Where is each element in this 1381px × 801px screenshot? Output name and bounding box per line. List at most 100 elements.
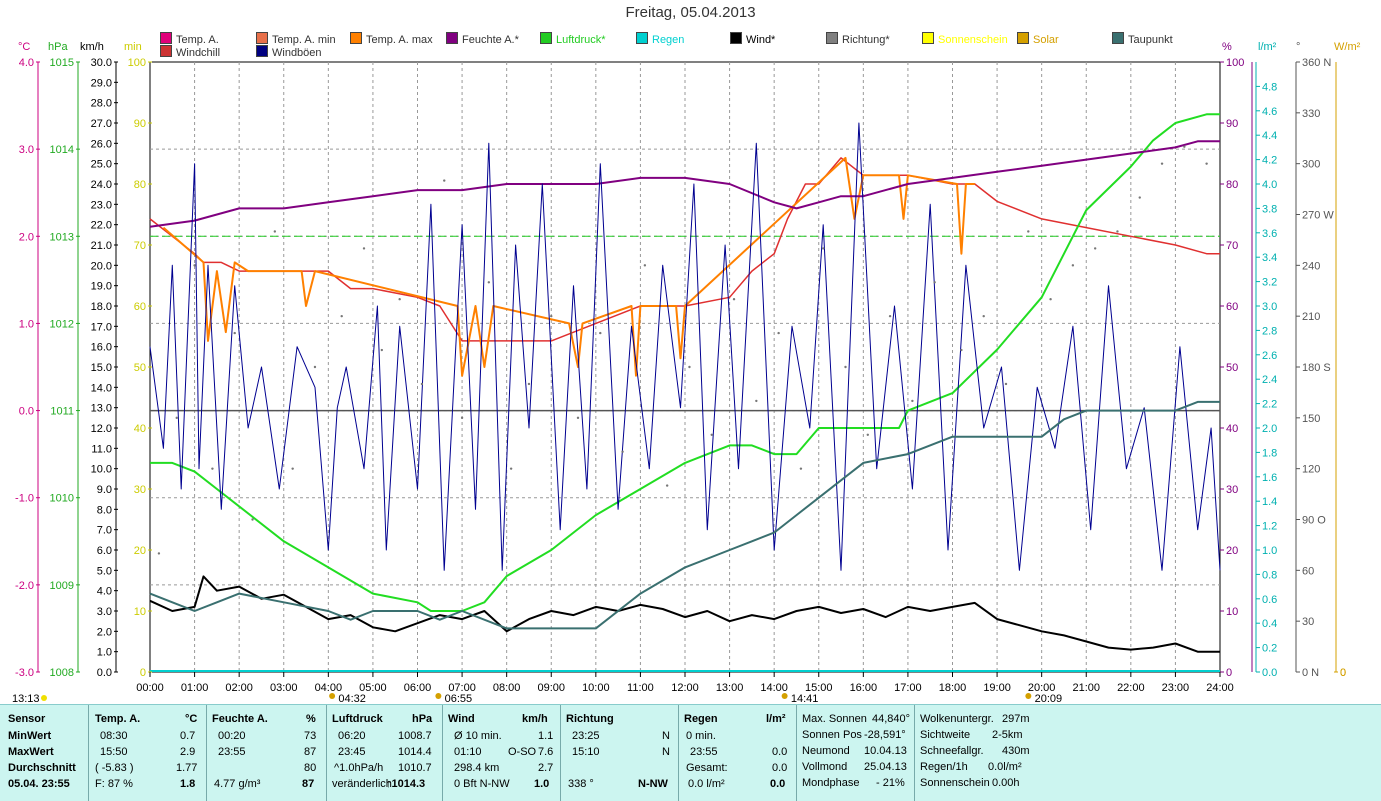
solar-tick-label: 0 xyxy=(1340,667,1346,679)
luftdruck-series xyxy=(150,113,1220,612)
time-tick-label: 15:00 xyxy=(805,682,833,694)
time-tick-label: 18:00 xyxy=(939,682,967,694)
temp-tick-label: 3.0 xyxy=(19,144,34,156)
time-tick-label: 02:00 xyxy=(225,682,253,694)
rain-unit-label: l/m² xyxy=(1258,41,1277,53)
sunshine-min-tick-label: 50 xyxy=(134,362,146,374)
direction-point xyxy=(420,382,424,386)
stats-wind-max-extra: O-SO xyxy=(508,746,537,758)
direction-point xyxy=(460,416,464,420)
time-tick-label: 09:00 xyxy=(537,682,565,694)
legend-item: Regen xyxy=(636,32,684,46)
rain-tick-label: 4.4 xyxy=(1262,130,1277,142)
rain-tick-label: 0.4 xyxy=(1262,618,1277,630)
direction-point xyxy=(157,552,161,555)
stats-dir-min-time: 23:25 xyxy=(572,730,600,742)
pressure-tick-label: 1010 xyxy=(50,493,74,505)
stats-wind-unit: km/h xyxy=(522,713,548,725)
legend-label: Temp. A. min xyxy=(272,34,336,46)
moon-marker: 14:41 xyxy=(791,693,819,704)
wind-tick-label: 4.0 xyxy=(97,586,112,598)
legend-swatch xyxy=(160,32,172,44)
stats-dir-now-value: N-NW xyxy=(638,778,668,790)
stats-temp-avg-extra: ( -5.83 ) xyxy=(95,762,134,774)
sun-marker-icon xyxy=(435,693,442,699)
wind-unit-label: km/h xyxy=(80,41,104,53)
stats-hum-avg-value: 80 xyxy=(304,762,317,774)
direction-point xyxy=(509,467,513,470)
stats-row-max: MaxWert xyxy=(8,746,54,758)
pressure-tick-label: 1011 xyxy=(50,406,74,418)
sunshine-min-tick-label: 20 xyxy=(134,545,146,557)
direction-point xyxy=(340,314,343,318)
time-tick-label: 19:00 xyxy=(983,682,1011,694)
direction-point xyxy=(1205,162,1208,165)
rain-tick-label: 4.6 xyxy=(1262,106,1277,118)
legend-item: Windböen xyxy=(256,45,322,59)
stats-sun-label-5: Mondphase xyxy=(802,777,860,789)
sunshine-min-tick-label: 60 xyxy=(134,301,146,313)
stats-header-sensor: Sensor xyxy=(8,713,46,725)
stats-weather-value-3: 430m xyxy=(1002,745,1030,757)
direction-tick-label: 330 xyxy=(1302,108,1320,120)
stats-sun-value-5: - 21% xyxy=(876,777,905,789)
legend-label: Regen xyxy=(652,34,685,46)
wind-tick-label: 24.0 xyxy=(91,179,112,191)
direction-point xyxy=(755,399,758,403)
rain-tick-label: 4.0 xyxy=(1262,179,1277,191)
legend-label: Solar xyxy=(1033,34,1059,46)
stats-temp-min-time: 08:30 xyxy=(100,730,128,742)
direction-point xyxy=(1183,145,1186,148)
time-tick-label: 10:00 xyxy=(582,682,610,694)
direction-point xyxy=(1160,162,1164,165)
direction-point xyxy=(960,348,963,352)
legend-item: Temp. A. xyxy=(160,32,219,46)
sunshine-min-tick-label: 90 xyxy=(134,118,146,130)
wind-tick-label: 3.0 xyxy=(97,606,112,618)
legend-label: Feuchte A.* xyxy=(462,34,519,46)
stats-weather-label-3: Schneefallgr. xyxy=(920,745,984,757)
rain-tick-label: 1.6 xyxy=(1262,472,1277,484)
stats-wind-min-value: 1.1 xyxy=(538,730,554,742)
stats-press-min-value: 1008.7 xyxy=(398,730,432,742)
direction-point xyxy=(911,399,914,403)
rain-tick-label: 0.6 xyxy=(1262,594,1277,606)
wind-tick-label: 6.0 xyxy=(97,545,112,557)
feuchte-a-series xyxy=(149,140,1220,228)
legend-swatch xyxy=(540,32,552,44)
wind-tick-label: 15.0 xyxy=(91,362,112,374)
stats-hum-min-value: 73 xyxy=(304,730,317,742)
direction-point xyxy=(550,314,553,318)
legend-swatch xyxy=(446,32,458,44)
rain-tick-label: 0.0 xyxy=(1262,667,1277,679)
humidity-tick-label: 50 xyxy=(1226,362,1238,374)
stats-rain-now-value: 0.0 xyxy=(770,778,786,790)
legend-swatch xyxy=(160,45,172,57)
rain-tick-label: 2.0 xyxy=(1262,423,1277,435)
stats-rain-max-value: 0.0 xyxy=(772,746,788,758)
pressure-unit-label: hPa xyxy=(48,41,68,53)
legend-label: Taupunkt xyxy=(1128,34,1173,46)
rain-tick-label: 2.8 xyxy=(1262,325,1277,337)
stats-temp-max-value: 2.9 xyxy=(180,746,196,758)
stats-hum-max-value: 87 xyxy=(304,746,317,758)
wind-tick-label: 8.0 xyxy=(97,504,112,516)
stats-dir-min-value: N xyxy=(662,730,670,742)
humidity-tick-label: 20 xyxy=(1226,545,1238,557)
legend-swatch xyxy=(922,32,934,44)
sunrise-marker-icon xyxy=(329,693,336,699)
stats-row-now: 05.04. 23:55 xyxy=(8,778,70,790)
legend-item: Taupunkt xyxy=(1112,32,1173,46)
legend-swatch xyxy=(1017,32,1029,44)
humidity-tick-label: 80 xyxy=(1226,179,1238,191)
sunshine-min-tick-label: 10 xyxy=(134,606,146,618)
direction-point xyxy=(313,365,317,369)
wind-tick-label: 25.0 xyxy=(91,159,112,171)
direction-point xyxy=(933,281,936,284)
wind-tick-label: 0.0 xyxy=(97,667,112,679)
temp-tick-label: -2.0 xyxy=(15,580,34,592)
stats-wind-now-extra: 0 Bft N-NW xyxy=(454,778,510,790)
statistics-panel: Sensor MinWert MaxWert Durchschnitt 05.0… xyxy=(0,704,1381,801)
weather-chart: 4.0 3.0 2.0 1.0 0.0 -1.0 -2.0 -3.0 1015 1014 1013 1… xyxy=(12,41,1361,704)
stats-wind-header: Wind xyxy=(448,713,475,725)
